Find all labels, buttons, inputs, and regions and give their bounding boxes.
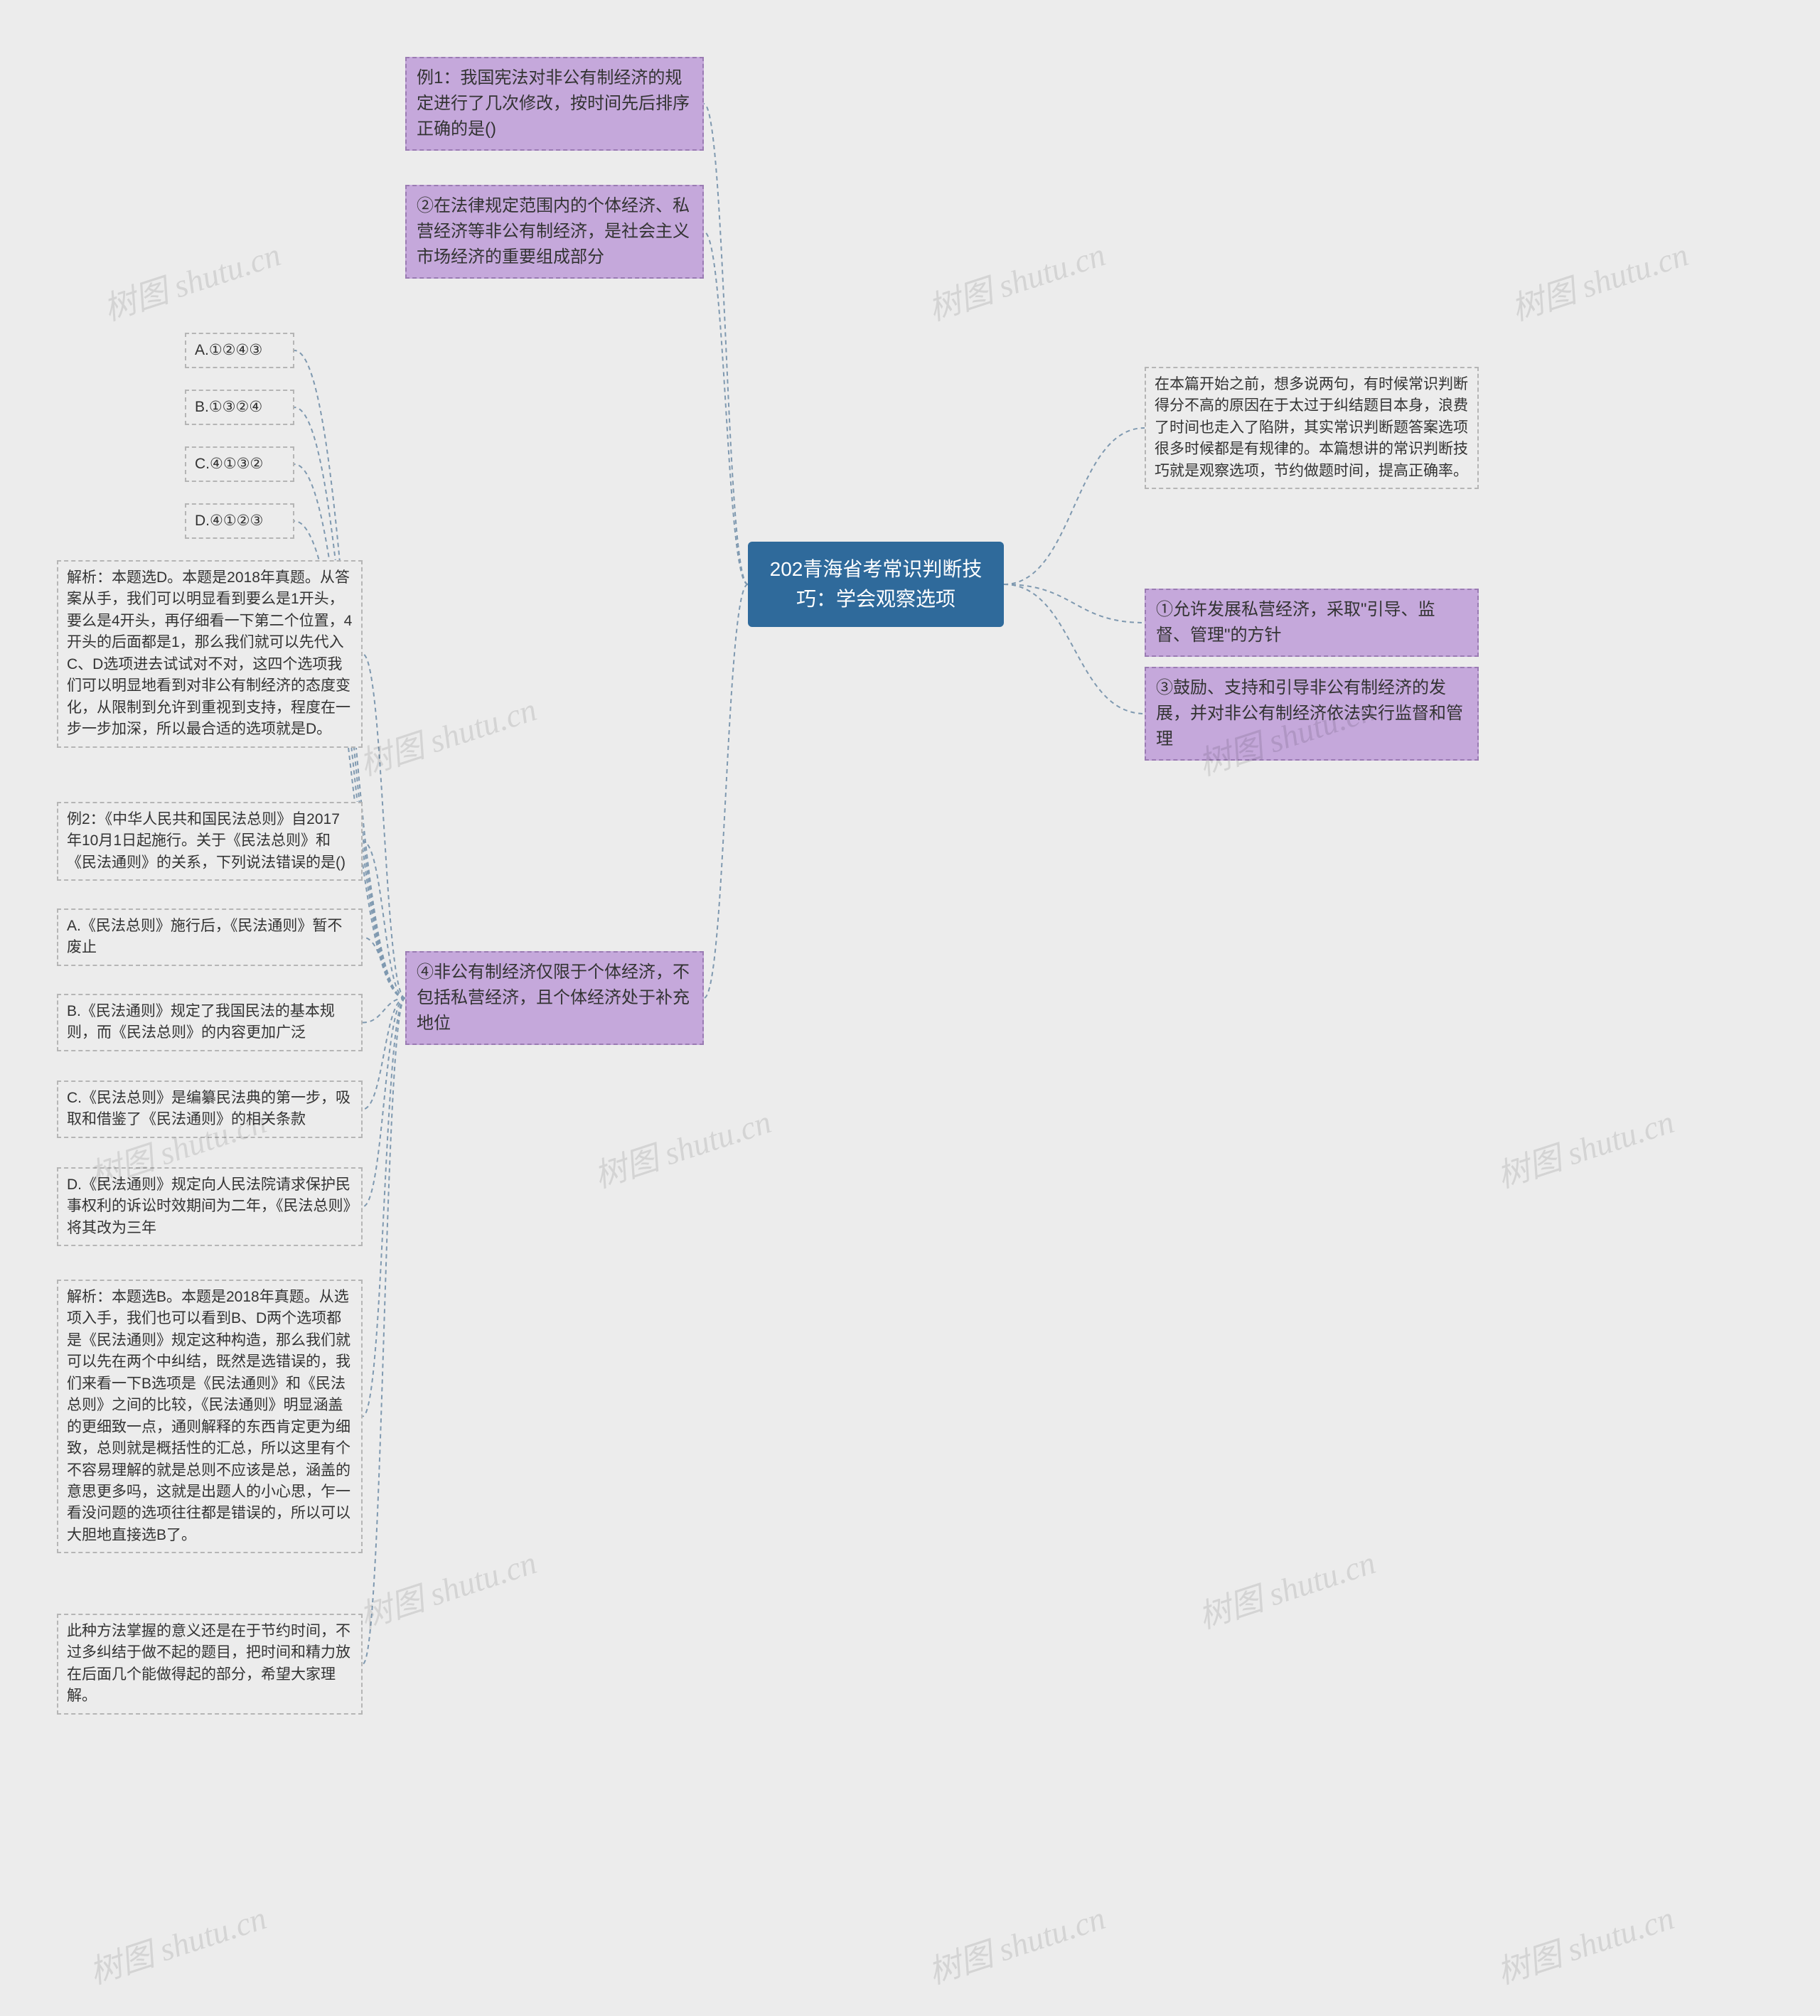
watermark: 树图 shutu.cn [921, 229, 1110, 331]
right-node-0: 在本篇开始之前，想多说两句，有时候常识判断得分不高的原因在于太过于纠结题目本身，… [1145, 367, 1479, 489]
left-l2-node-5: 例2：《中华人民共和国民法总则》自2017年10月1日起施行。关于《民法总则》和… [57, 802, 363, 881]
right-node-2: ③鼓励、支持和引导非公有制经济的发展，并对非公有制经济依法实行监督和管理 [1145, 667, 1479, 761]
left-l2-node-3: D.④①②③ [185, 503, 294, 539]
connector [363, 938, 405, 999]
left-l1-node-2: ④非公有制经济仅限于个体经济，不包括私营经济，且个体经济处于补充地位 [405, 951, 704, 1045]
left-l2-node-0: A.①②④③ [185, 333, 294, 368]
connector [363, 998, 405, 1110]
connector [1004, 584, 1145, 714]
connector [363, 654, 405, 998]
connector [363, 998, 405, 1207]
left-l2-node-8: C.《民法总则》是编纂民法典的第一步，吸取和借鉴了《民法通则》的相关条款 [57, 1081, 363, 1138]
connector [363, 998, 405, 1023]
left-l1-node-1: ②在法律规定范围内的个体经济、私营经济等非公有制经济，是社会主义市场经济的重要组… [405, 185, 704, 279]
left-l1-node-0: 例1：我国宪法对非公有制经济的规定进行了几次修改，按时间先后排序正确的是() [405, 57, 704, 151]
left-l2-node-4: 解析：本题选D。本题是2018年真题。从答案从手，我们可以明显看到要么是1开头，… [57, 560, 363, 748]
left-l2-node-6: A.《民法总则》施行后，《民法通则》暂不废止 [57, 908, 363, 966]
connector [363, 842, 405, 999]
watermark: 树图 shutu.cn [921, 1892, 1110, 1994]
root-node: 202青海省考常识判断技巧：学会观察选项 [748, 542, 1004, 627]
left-l2-node-9: D.《民法通则》规定向人民法院请求保护民事权利的诉讼时效期间为二年，《民法总则》… [57, 1167, 363, 1246]
left-l2-node-7: B.《民法通则》规定了我国民法的基本规则，而《民法总则》的内容更加广泛 [57, 994, 363, 1051]
watermark: 树图 shutu.cn [1490, 1892, 1679, 1994]
left-l2-node-2: C.④①③② [185, 446, 294, 482]
left-l2-node-10: 解析：本题选B。本题是2018年真题。从选项入手，我们也可以看到B、D两个选项都… [57, 1280, 363, 1553]
connector [363, 998, 405, 1664]
watermark: 树图 shutu.cn [353, 684, 542, 786]
connector [704, 104, 748, 584]
connector [1004, 584, 1145, 623]
watermark: 树图 shutu.cn [587, 1096, 776, 1198]
watermark: 树图 shutu.cn [1192, 1537, 1381, 1639]
left-l2-node-11: 此种方法掌握的意义还是在于节约时间，不过多纠结于做不起的题目，把时间和精力放在后… [57, 1614, 363, 1715]
connector [363, 998, 405, 1417]
right-node-1: ①允许发展私营经济，采取"引导、监督、管理"的方针 [1145, 589, 1479, 657]
connector [704, 584, 748, 998]
watermark: 树图 shutu.cn [97, 229, 286, 331]
connector [704, 232, 748, 584]
watermark: 树图 shutu.cn [82, 1892, 272, 1994]
watermark: 树图 shutu.cn [353, 1537, 542, 1639]
left-l2-node-1: B.①③②④ [185, 390, 294, 425]
watermark: 树图 shutu.cn [1490, 1096, 1679, 1198]
connector [1004, 428, 1145, 584]
watermark: 树图 shutu.cn [1504, 229, 1693, 331]
